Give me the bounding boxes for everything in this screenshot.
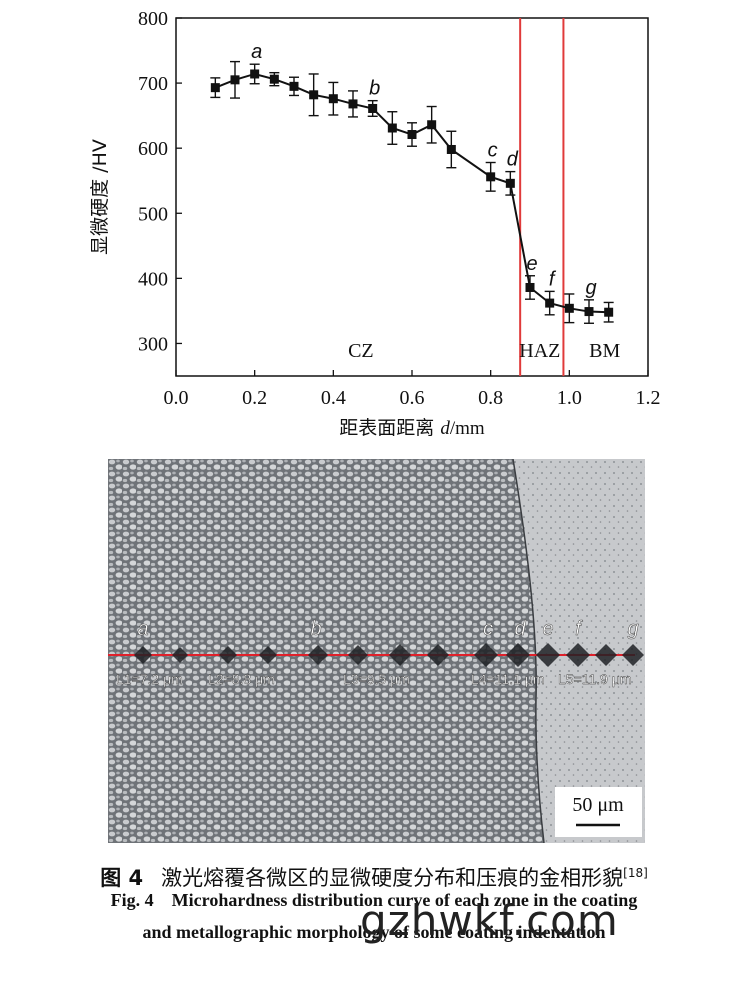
scale-bar-label: 50 μm (572, 794, 624, 816)
data-point-marker (387, 123, 397, 133)
data-point-marker (564, 303, 574, 313)
x-tick-label: 0.0 (164, 387, 189, 409)
caption-en-text-line1: Microhardness distribution curve of each… (171, 890, 638, 910)
x-axis-label-variable: d (440, 418, 450, 439)
indentation-mark (536, 643, 560, 667)
micrograph-image: a b c d e f g L1=7.2 μm L2=8.8 μm L3=9.5 μm L4=11.… (108, 459, 645, 843)
x-tick-label: 0.6 (400, 387, 425, 409)
x-tick-label: 0.8 (478, 387, 503, 409)
indentation-mark (427, 644, 449, 666)
point-label: e (526, 253, 537, 275)
indentation-mark (595, 644, 617, 666)
coating-region (108, 459, 544, 843)
point-label: g (585, 277, 596, 299)
y-tick-label: 300 (138, 333, 168, 355)
data-point-marker (446, 144, 456, 154)
data-point-marker (348, 99, 358, 109)
y-tick-label: 400 (138, 268, 168, 290)
caption-zh-fig-number: 图 4 (100, 866, 144, 890)
micrograph-point-label: e (542, 618, 553, 640)
caption-chinese: 图 4 激光熔覆各微区的显微硬度分布和压痕的金相形貌[18] (0, 862, 748, 892)
indentation-mark (506, 643, 530, 667)
micrograph-svg: a b c d e f g L1=7.2 μm L2=8.8 μm L3=9.5 μm L4=11.… (108, 459, 645, 843)
data-point-marker (328, 94, 338, 104)
micrograph-point-label: f (575, 618, 583, 640)
indentation-mark (566, 643, 590, 667)
micrograph-point-label: a (137, 618, 148, 640)
indentation-mark (259, 646, 277, 664)
point-label: a (251, 41, 262, 63)
indentation-length-label: L4=11.1 μm (471, 671, 545, 687)
plot-frame (175, 17, 649, 377)
indentation-length-label: L3=9.5 μm (343, 671, 410, 687)
data-point-marker (289, 81, 299, 91)
micrograph-point-label: g (627, 618, 638, 640)
y-axis-label: 显微硬度 /HV (89, 139, 111, 255)
x-axis-label-prefix: 距表面距离 (339, 417, 440, 439)
x-tick-label: 0.2 (242, 387, 267, 409)
data-point-marker (407, 130, 417, 140)
data-point-marker (584, 307, 594, 317)
x-tick-label: 1.0 (557, 387, 582, 409)
data-point-marker (269, 74, 279, 84)
data-point-marker (309, 90, 319, 100)
indentation-mark (622, 644, 644, 666)
point-label: f (549, 268, 557, 290)
point-label: d (507, 149, 519, 171)
indentation-length-label: L2=8.8 μm (208, 671, 275, 687)
micrograph-point-label: c (483, 618, 493, 640)
zone-label: HAZ (519, 340, 560, 362)
x-axis-label: 距表面距离 d/mm (339, 417, 485, 439)
caption-english-line1: Fig. 4 Microhardness distribution curve o… (0, 890, 748, 911)
indentation-mark (219, 646, 237, 664)
caption-zh-text: 激光熔覆各微区的显微硬度分布和压痕的金相形貌 (161, 866, 624, 890)
x-axis-label-unit: /mm (450, 418, 485, 439)
indentation-mark (134, 646, 152, 664)
data-point-marker (604, 307, 614, 317)
y-tick-label: 700 (138, 73, 168, 95)
micrograph-point-label: b (310, 618, 321, 640)
caption-zh-reference: [18] (623, 866, 648, 880)
x-tick-label: 1.2 (636, 387, 661, 409)
data-point-marker (427, 120, 437, 130)
caption-english-line2: and metallographic morphology of some co… (142, 922, 606, 942)
data-point-marker (250, 69, 260, 79)
indentation-length-label: L5=11.9 μm (558, 671, 632, 687)
watermark-text: gzhwkf.com (360, 896, 619, 945)
data-point-marker (505, 178, 515, 188)
x-tick-label: 0.4 (321, 387, 346, 409)
scale-bar-box (555, 787, 642, 837)
indentation-mark (348, 645, 368, 665)
hardness-chart: 300 400 500 600 700 800 0.0 0.2 0.4 0.6 0.8 1.0 1.2 显… (89, 8, 661, 439)
y-tick-label: 600 (138, 138, 168, 160)
y-tick-label: 800 (138, 8, 168, 30)
zone-label: BM (589, 340, 620, 362)
indentation-length-label: L1=7.2 μm (116, 671, 183, 687)
zone-label: CZ (348, 340, 374, 362)
data-point-marker (368, 103, 378, 113)
data-point-marker (210, 83, 220, 93)
data-point-marker (525, 282, 535, 292)
indentation-mark (474, 643, 498, 667)
micrograph-point-label: d (514, 618, 526, 640)
fusion-boundary (512, 459, 545, 843)
data-point-marker (230, 75, 240, 85)
indentation-mark (389, 644, 411, 666)
point-label: b (369, 78, 380, 100)
caption-en-fig-number: Fig. 4 (110, 890, 154, 910)
indentation-mark (308, 645, 328, 665)
data-point-marker (545, 298, 555, 308)
data-point-marker (486, 172, 496, 182)
y-tick-label: 500 (138, 203, 168, 225)
indentation-mark (172, 647, 188, 663)
point-label: c (488, 140, 498, 162)
